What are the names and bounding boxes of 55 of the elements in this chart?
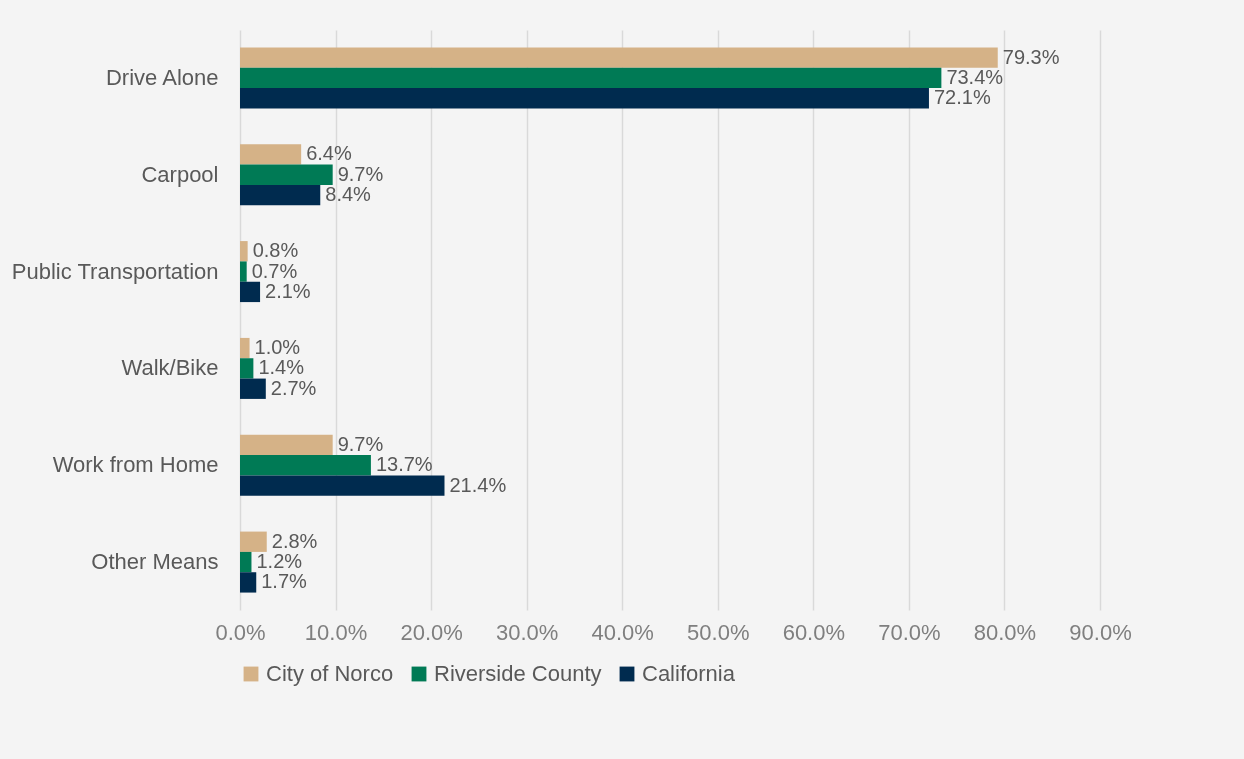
data-label: 8.4%	[325, 183, 372, 206]
bar	[240, 88, 929, 109]
data-label: 21.4%	[449, 473, 507, 496]
data-label: 0.8%	[252, 239, 299, 262]
bar	[240, 241, 248, 262]
data-label: 0.7%	[251, 259, 298, 282]
data-label: 1.7%	[261, 570, 308, 593]
x-tick-label: 40.0%	[591, 619, 654, 645]
x-tick-label: 90.0%	[1069, 619, 1132, 645]
bar	[240, 455, 371, 476]
data-label: 1.4%	[258, 356, 305, 379]
bar	[240, 67, 942, 89]
x-tick-label: 0.0%	[215, 619, 266, 645]
data-label: 13.7%	[375, 453, 433, 476]
y-tick-label: Walk/Bike	[121, 355, 219, 381]
bar	[240, 281, 261, 303]
bar	[240, 47, 998, 68]
data-label: 6.4%	[306, 142, 352, 165]
legend-label: California	[642, 661, 736, 686]
bar	[240, 572, 257, 593]
x-tick-label: 60.0%	[782, 619, 846, 645]
bar	[240, 475, 445, 496]
bar	[240, 144, 302, 165]
bar	[240, 164, 333, 185]
x-tick-label: 30.0%	[495, 619, 559, 645]
bar	[240, 337, 250, 359]
data-label: 9.7%	[337, 162, 384, 185]
legend-label: Riverside County	[434, 661, 602, 686]
bar	[240, 358, 254, 379]
data-label: 1.2%	[256, 550, 303, 573]
data-label: 2.7%	[270, 376, 317, 399]
y-tick-label: Drive Alone	[105, 64, 219, 90]
bar	[240, 184, 321, 206]
x-tick-label: 70.0%	[878, 619, 941, 645]
data-label: 2.8%	[271, 529, 318, 552]
data-label: 2.1%	[265, 279, 311, 302]
legend-label: City of Norco	[266, 661, 394, 686]
y-tick-label: Public Transportation	[11, 258, 219, 284]
data-label: 9.7%	[337, 432, 384, 455]
bar	[240, 378, 266, 399]
y-tick-label: Work from Home	[52, 452, 219, 478]
y-tick-label: Carpool	[141, 161, 219, 187]
x-tick-label: 10.0%	[304, 619, 368, 645]
bar	[240, 551, 252, 573]
x-tick-label: 50.0%	[687, 619, 750, 645]
bar	[240, 434, 333, 456]
x-tick-label: 20.0%	[400, 619, 463, 645]
data-label: 79.3%	[1002, 45, 1060, 68]
y-tick-label: Other Means	[91, 549, 219, 575]
data-label: 72.1%	[933, 86, 991, 109]
bar	[240, 261, 247, 282]
data-label: 73.4%	[946, 65, 1004, 88]
bar	[240, 531, 267, 552]
data-label: 1.0%	[254, 336, 301, 359]
x-tick-label: 80.0%	[973, 619, 1037, 645]
